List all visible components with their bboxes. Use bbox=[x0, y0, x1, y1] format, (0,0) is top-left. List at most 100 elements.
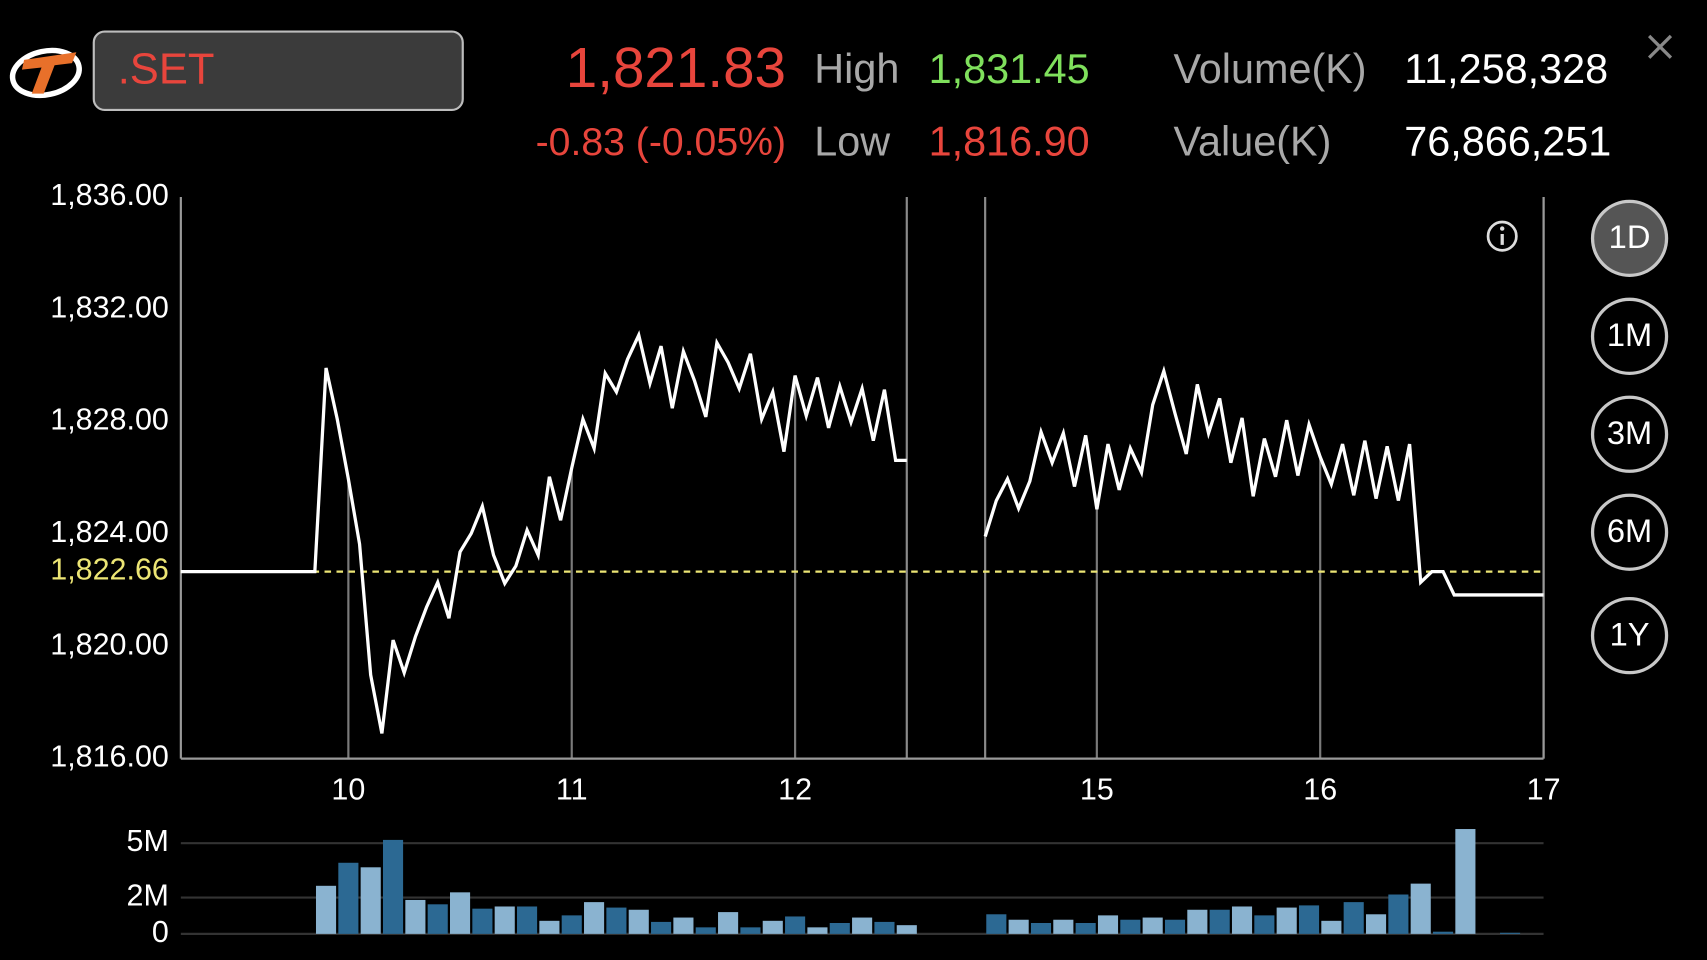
volume-bar bbox=[539, 920, 560, 934]
reference-label: 1,822.66 bbox=[50, 553, 169, 587]
logo-ring bbox=[9, 47, 82, 99]
volume-bar bbox=[1008, 919, 1029, 934]
symbol: .SET bbox=[118, 45, 215, 93]
volume-bar bbox=[338, 862, 359, 934]
volume-bar bbox=[628, 909, 649, 934]
high-label: High bbox=[814, 46, 899, 92]
volume-bar bbox=[1254, 915, 1275, 934]
volume-bar bbox=[1030, 922, 1052, 934]
volume-bar bbox=[695, 927, 716, 934]
info-ring bbox=[1486, 220, 1518, 252]
volume-tick-label: 5M bbox=[127, 824, 169, 858]
volume-bar bbox=[405, 899, 426, 934]
volume-bar bbox=[450, 892, 471, 934]
high-value: 1,831.45 bbox=[929, 46, 1090, 92]
volume-bar bbox=[494, 906, 515, 934]
volume-bar bbox=[1298, 905, 1320, 934]
volume-bar bbox=[1053, 919, 1074, 934]
y-tick-label: 1,816.00 bbox=[50, 740, 169, 774]
volume-label: Volume(K) bbox=[1174, 46, 1367, 92]
low-value: 1,816.90 bbox=[929, 119, 1090, 165]
range-label: 1D bbox=[1609, 218, 1651, 255]
logo-mark bbox=[21, 52, 77, 94]
range-button[interactable] bbox=[1590, 597, 1669, 675]
volume-bar bbox=[1365, 914, 1387, 934]
volume-bar bbox=[517, 906, 538, 934]
volume-bar bbox=[896, 925, 917, 934]
volume-bar bbox=[762, 920, 783, 934]
x-tick-label: 17 bbox=[1527, 772, 1561, 806]
range-button[interactable] bbox=[1590, 199, 1669, 278]
volume-bar bbox=[1500, 932, 1521, 934]
volume-bar bbox=[986, 914, 1007, 934]
volume-bar bbox=[829, 922, 850, 934]
y-tick-label: 1,824.00 bbox=[50, 515, 169, 549]
price-line bbox=[180, 330, 1544, 734]
volume-bar bbox=[472, 908, 493, 934]
close-stroke bbox=[1647, 34, 1673, 59]
range-buttons: 1D 1M 3M 6M 1Y bbox=[1590, 199, 1669, 675]
x-tick-label: 15 bbox=[1080, 772, 1114, 806]
symbol-box[interactable] bbox=[92, 30, 464, 112]
volume-bar bbox=[651, 921, 672, 934]
range-button[interactable] bbox=[1590, 395, 1669, 473]
range-label: 1M bbox=[1607, 316, 1652, 353]
volume-bar bbox=[1388, 894, 1409, 934]
volume-bar bbox=[874, 921, 895, 934]
range-button[interactable] bbox=[1590, 493, 1669, 571]
volume-bar bbox=[852, 917, 873, 934]
app-logo[interactable] bbox=[8, 45, 83, 102]
x-tick-label: 16 bbox=[1303, 772, 1337, 806]
volume-bar bbox=[718, 912, 739, 934]
y-tick-label: 1,828.00 bbox=[50, 403, 169, 437]
volume-bar bbox=[1455, 829, 1476, 934]
low-label: Low bbox=[814, 119, 890, 165]
line-cover bbox=[180, 197, 907, 734]
volume-bar bbox=[1187, 909, 1208, 934]
volume-tick-label: 2M bbox=[127, 879, 169, 913]
x-tick-label: 10 bbox=[331, 772, 365, 806]
y-tick-label: 1,836.00 bbox=[50, 178, 169, 212]
volume-bar bbox=[785, 916, 806, 934]
volume-bar bbox=[1142, 917, 1163, 934]
volume-bar bbox=[1097, 915, 1119, 934]
volume-bar bbox=[1164, 919, 1186, 934]
volume-bar bbox=[1075, 922, 1096, 934]
range-label: 3M bbox=[1607, 414, 1652, 451]
y-tick-label: 1,820.00 bbox=[50, 627, 169, 661]
volume-bar bbox=[1231, 906, 1253, 934]
volume-bar bbox=[1209, 909, 1230, 934]
volume-bar bbox=[427, 904, 448, 934]
x-tick-label: 11 bbox=[556, 772, 588, 806]
volume-bar bbox=[673, 917, 694, 934]
volume-bar bbox=[1276, 907, 1297, 934]
volume-tick-label: 0 bbox=[152, 915, 169, 949]
volume-bar bbox=[740, 927, 761, 934]
line-cover bbox=[985, 197, 1544, 595]
volume-bar bbox=[1120, 919, 1141, 934]
close-button[interactable] bbox=[1647, 34, 1673, 59]
volume-bar bbox=[584, 902, 605, 934]
volume-bar bbox=[1410, 883, 1431, 934]
volume-bar bbox=[1433, 931, 1454, 934]
volume-bar bbox=[315, 885, 337, 934]
range-label: 1Y bbox=[1610, 615, 1650, 652]
info-button[interactable] bbox=[1486, 220, 1518, 252]
volume-bar bbox=[561, 915, 582, 934]
x-tick-label: 12 bbox=[778, 772, 812, 806]
volume-bar bbox=[1321, 920, 1342, 934]
last-price: 1,821.83 bbox=[566, 36, 786, 99]
y-tick-label: 1,832.00 bbox=[50, 290, 169, 324]
range-button[interactable] bbox=[1590, 297, 1669, 375]
value-value: 76,866,251 bbox=[1404, 119, 1611, 165]
range-label: 6M bbox=[1607, 512, 1652, 549]
volume-bar bbox=[382, 839, 404, 934]
volume-value: 11,258,328 bbox=[1404, 46, 1608, 92]
price-change: -0.83 (-0.05%) bbox=[536, 121, 786, 164]
price-chart: 10 11 12 15 16 17 1,816.00 1,820.00 1,824.00 1,82… bbox=[50, 178, 1560, 806]
info-dot bbox=[1500, 226, 1505, 231]
volume-chart: 02M 5M bbox=[127, 824, 1544, 949]
value-label: Value(K) bbox=[1174, 119, 1332, 165]
volume-bar bbox=[606, 907, 627, 934]
